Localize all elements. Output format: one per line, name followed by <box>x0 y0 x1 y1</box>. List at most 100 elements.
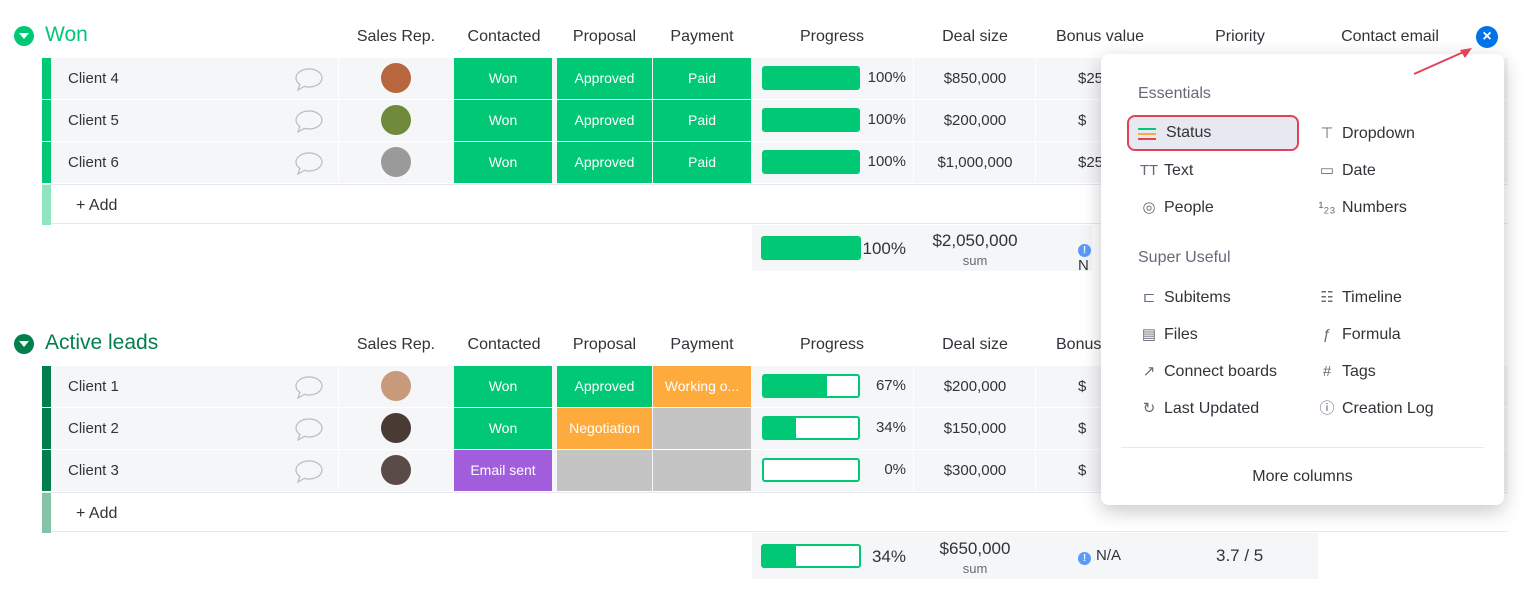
avatar[interactable] <box>381 147 411 177</box>
item-name[interactable]: Client 5 <box>68 112 119 129</box>
item-name[interactable]: Client 6 <box>68 154 119 171</box>
column-header-contact-email[interactable]: Contact email <box>1341 28 1439 45</box>
column-option-dropdown[interactable]: ⊤ Dropdown <box>1313 116 1483 152</box>
group-header: Active leads Sales Rep. Contacted Propos… <box>0 326 1525 362</box>
column-option-formula[interactable]: ƒ Formula <box>1313 317 1483 353</box>
column-header-proposal[interactable]: Proposal <box>572 28 637 45</box>
deal-size-cell[interactable]: $1,000,000 <box>937 154 1013 171</box>
status-cell-contacted[interactable]: Won <box>454 366 552 407</box>
status-cell-contacted[interactable]: Won <box>454 58 552 99</box>
bonus-value-cell[interactable]: $25 <box>1078 154 1104 171</box>
close-icon[interactable]: × <box>1476 26 1498 48</box>
item-name[interactable]: Client 1 <box>68 378 119 395</box>
deal-size-cell[interactable]: $300,000 <box>943 462 1007 479</box>
more-columns-button[interactable]: More columns <box>1252 468 1353 485</box>
comment-bubble-icon[interactable] <box>294 109 324 133</box>
status-cell-proposal[interactable]: Approved <box>557 100 652 141</box>
bonus-value-cell[interactable]: $25 <box>1078 70 1104 87</box>
status-cell-proposal[interactable]: Approved <box>557 366 652 407</box>
column-header-bonus-value[interactable]: Bonus value <box>1055 28 1145 45</box>
progress-bar <box>762 108 860 132</box>
avatar[interactable] <box>381 413 411 443</box>
collapse-group-icon[interactable] <box>14 26 34 46</box>
group-title[interactable]: Won <box>45 23 88 46</box>
comment-bubble-icon[interactable] <box>294 151 324 175</box>
last-updated-icon: ↻ <box>1142 400 1156 417</box>
progress-percent: 0% <box>884 461 906 478</box>
avatar[interactable] <box>381 63 411 93</box>
column-header-contacted[interactable]: Contacted <box>467 28 541 45</box>
column-header-deal-size[interactable]: Deal size <box>942 336 1008 353</box>
collapse-group-icon[interactable] <box>14 334 34 354</box>
info-icon[interactable]: ! <box>1078 552 1091 565</box>
column-option-date[interactable]: ▭ Date <box>1313 153 1483 189</box>
deal-size-cell[interactable]: $150,000 <box>943 420 1007 437</box>
status-cell-payment[interactable] <box>653 450 751 491</box>
summary-deal-sub: sum <box>962 561 988 576</box>
column-option-text[interactable]: TT Text <box>1135 153 1305 189</box>
dropdown-icon: ⊤ <box>1320 125 1334 142</box>
column-header-deal-size[interactable]: Deal size <box>942 28 1008 45</box>
people-icon: ◎ <box>1142 199 1156 216</box>
add-item-label[interactable]: + Add <box>76 505 118 522</box>
bonus-value-cell[interactable]: $ <box>1078 378 1087 395</box>
column-header-payment[interactable]: Payment <box>670 336 734 353</box>
status-cell-contacted[interactable]: Won <box>454 100 552 141</box>
column-header-contacted[interactable]: Contacted <box>467 336 541 353</box>
column-option-subitems[interactable]: ⊏ Subitems <box>1135 280 1305 316</box>
comment-bubble-icon[interactable] <box>294 67 324 91</box>
column-header-sales-rep[interactable]: Sales Rep. <box>356 28 436 45</box>
info-icon[interactable]: ! <box>1078 244 1091 257</box>
item-name[interactable]: Client 3 <box>68 462 119 479</box>
column-option-connect-boards[interactable]: ↗ Connect boards <box>1135 354 1305 390</box>
comment-bubble-icon[interactable] <box>294 417 324 441</box>
column-option-status[interactable]: Status <box>1127 115 1299 151</box>
column-header-priority[interactable]: Priority <box>1215 28 1265 45</box>
column-header-bonus-value[interactable]: Bonus <box>1056 336 1102 353</box>
comment-bubble-icon[interactable] <box>294 459 324 483</box>
comment-bubble-icon[interactable] <box>294 375 324 399</box>
column-option-creation-log[interactable]: ⓘ Creation Log <box>1313 391 1483 427</box>
column-header-payment[interactable]: Payment <box>670 28 734 45</box>
avatar[interactable] <box>381 105 411 135</box>
connect-boards-icon: ↗ <box>1142 363 1156 380</box>
status-cell-payment[interactable]: Paid <box>653 142 751 183</box>
avatar[interactable] <box>381 455 411 485</box>
deal-size-cell[interactable]: $850,000 <box>943 70 1007 87</box>
column-option-tags[interactable]: # Tags <box>1313 354 1483 390</box>
bonus-value-cell[interactable]: $ <box>1078 420 1087 437</box>
status-cell-contacted[interactable]: Won <box>454 408 552 449</box>
column-option-people[interactable]: ◎ People <box>1135 190 1305 226</box>
item-name[interactable]: Client 2 <box>68 420 119 437</box>
bonus-value-cell[interactable]: $ <box>1078 462 1087 479</box>
bonus-value-cell[interactable]: $ <box>1078 112 1087 129</box>
deal-size-cell[interactable]: $200,000 <box>943 112 1007 129</box>
column-header-sales-rep[interactable]: Sales Rep. <box>356 336 436 353</box>
add-item-label[interactable]: + Add <box>76 197 118 214</box>
column-header-proposal[interactable]: Proposal <box>572 336 637 353</box>
status-cell-proposal[interactable] <box>557 450 652 491</box>
status-cell-contacted[interactable]: Won <box>454 142 552 183</box>
group-title[interactable]: Active leads <box>45 331 159 354</box>
status-cell-proposal[interactable]: Approved <box>557 58 652 99</box>
column-header-progress[interactable]: Progress <box>799 336 865 353</box>
status-cell-proposal[interactable]: Approved <box>557 142 652 183</box>
column-header-progress[interactable]: Progress <box>799 28 865 45</box>
deal-size-cell[interactable]: $200,000 <box>943 378 1007 395</box>
progress-percent: 100% <box>867 69 906 86</box>
column-option-label: Connect boards <box>1164 363 1277 380</box>
status-cell-payment[interactable]: Working o... <box>653 366 751 407</box>
column-option-last-updated[interactable]: ↻ Last Updated <box>1135 391 1305 427</box>
item-name[interactable]: Client 4 <box>68 70 119 87</box>
status-cell-proposal[interactable]: Negotiation <box>557 408 652 449</box>
column-option-files[interactable]: ▤ Files <box>1135 317 1305 353</box>
status-cell-payment[interactable]: Paid <box>653 100 751 141</box>
row-color-stripe <box>42 142 51 183</box>
column-option-numbers[interactable]: ¹₂₃ Numbers <box>1313 190 1483 226</box>
status-cell-contacted[interactable]: Email sent <box>454 450 552 491</box>
status-cell-payment[interactable] <box>653 408 751 449</box>
summary-deal-sub: sum <box>962 253 988 268</box>
status-cell-payment[interactable]: Paid <box>653 58 751 99</box>
avatar[interactable] <box>381 371 411 401</box>
column-option-timeline[interactable]: ☷ Timeline <box>1313 280 1483 316</box>
